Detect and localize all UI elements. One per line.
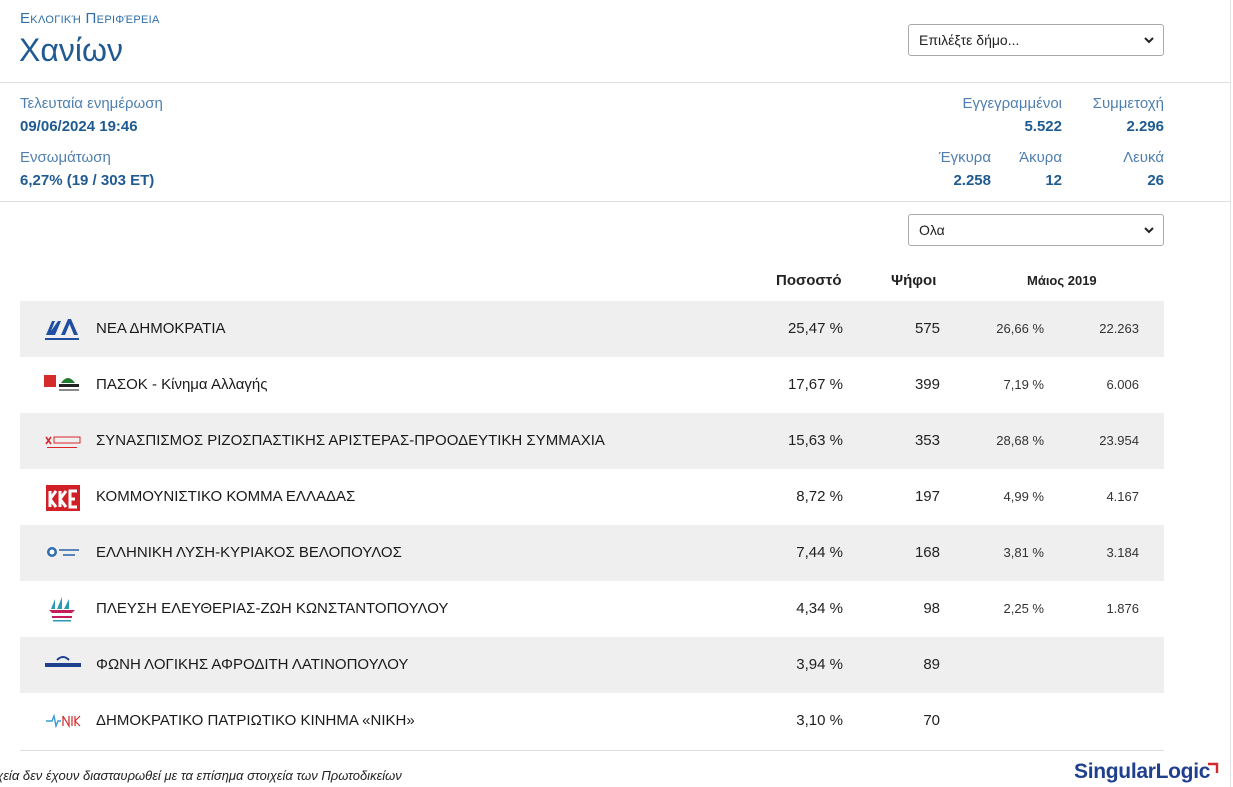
party-name: ΕΛΛΗΝΙΚΗ ΛΥΣΗ-ΚΥΡΙΑΚΟΣ ΒΕΛΟΠΟΥΛΟΣ	[96, 544, 402, 561]
party-name: ΣΥΝΑΣΠΙΣΜΟΣ ΡΙΖΟΣΠΑΣΤΙΚΗΣ ΑΡΙΣΤΕΡΑΣ-ΠΡΟΟ…	[96, 432, 605, 449]
party-percent: 3,10 %	[796, 712, 843, 729]
table-row[interactable]: ΠΛΕΥΣΗ ΕΛΕΥΘΕΡΙΑΣ-ΖΩΗ ΚΩΝΣΤΑΝΤΟΠΟΥΛΟΥ 4,…	[20, 581, 1164, 637]
party-percent-2019: 4,99 %	[1003, 489, 1044, 504]
page-right-border	[1230, 0, 1231, 787]
party-votes: 197	[914, 488, 940, 505]
party-percent-2019: 2,25 %	[1003, 601, 1044, 616]
brand-logic: Logic	[1155, 760, 1211, 783]
party-name: ΚΟΜΜΟΥΝΙΣΤΙΚΟ ΚΟΜΜΑ ΕΛΛΑΔΑΣ	[96, 488, 356, 505]
invalid-value: 12	[1045, 172, 1062, 189]
party-votes-2019: 1.876	[1106, 601, 1139, 616]
participation-value: 2.296	[1126, 118, 1164, 135]
party-percent: 17,67 %	[787, 376, 843, 393]
party-percent-2019: 7,19 %	[1003, 377, 1044, 392]
party-name: ΠΑΣΟΚ - Κίνημα Αλλαγής	[96, 376, 268, 393]
party-votes: 575	[914, 320, 940, 337]
party-percent: 4,34 %	[796, 600, 843, 617]
blank-value: 26	[1147, 172, 1164, 189]
party-percent: 15,63 %	[787, 432, 843, 449]
party-filter-select[interactable]: Ολα	[908, 214, 1164, 246]
party-name: ΦΩΝΗ ΛΟΓΙΚΗΣ ΑΦΡΟΔΙΤΗ ΛΑΤΙΝΟΠΟΥΛΟΥ	[96, 656, 409, 673]
niki-logo	[46, 713, 81, 729]
last-update-label: Τελευταία ενημέρωση	[20, 95, 163, 112]
party-votes: 98	[923, 600, 940, 617]
party-votes-2019: 22.263	[1099, 321, 1139, 336]
nd-logo	[45, 319, 79, 340]
party-name: ΠΛΕΥΣΗ ΕΛΕΥΘΕΡΙΑΣ-ΖΩΗ ΚΩΝΣΤΑΝΤΟΠΟΥΛΟΥ	[96, 600, 449, 617]
brand-singular: Singular	[1074, 760, 1156, 783]
party-votes: 70	[923, 712, 940, 729]
singularlogic-logo[interactable]: SingularLogic	[1074, 760, 1210, 784]
party-percent-2019: 26,66 %	[996, 321, 1044, 336]
party-votes-2019: 4.167	[1106, 489, 1139, 504]
table-row[interactable]: ΦΩΝΗ ΛΟΓΙΚΗΣ ΑΦΡΟΔΙΤΗ ΛΑΤΙΝΟΠΟΥΛΟΥ 3,94 …	[20, 637, 1164, 693]
pasok-logo	[44, 375, 79, 391]
party-votes: 89	[923, 656, 940, 673]
page-title: Χανίων	[19, 32, 123, 68]
kke-logo	[46, 485, 80, 511]
plefsi-logo	[49, 597, 75, 622]
table-row[interactable]: ΔΗΜΟΚΡΑΤΙΚΟ ΠΑΤΡΙΩΤΙΚΟ ΚΙΝΗΜΑ «ΝΙΚΗ» 3,1…	[20, 693, 1164, 749]
party-percent: 8,72 %	[796, 488, 843, 505]
valid-label: Έγκυρα	[938, 149, 991, 166]
stats-panel: Τελευταία ενημέρωση 09/06/2024 19:46 Ενσ…	[0, 83, 1230, 202]
registered-label: Εγγεγραμμένοι	[962, 95, 1062, 112]
brand-mark-icon	[1208, 762, 1219, 773]
party-percent: 7,44 %	[796, 544, 843, 561]
party-percent: 25,47 %	[787, 320, 843, 337]
foni-logikis-logo	[45, 656, 81, 667]
chevron-down-icon	[1144, 227, 1154, 234]
party-name: ΔΗΜΟΚΡΑΤΙΚΟ ΠΑΤΡΙΩΤΙΚΟ ΚΙΝΗΜΑ «ΝΙΚΗ»	[96, 712, 415, 729]
column-header-previous: Μάιος 2019	[1027, 273, 1097, 288]
last-update-value: 09/06/2024 19:46	[20, 118, 138, 135]
party-votes-2019: 23.954	[1099, 433, 1139, 448]
party-votes-2019: 3.184	[1106, 545, 1139, 560]
party-votes: 353	[914, 432, 940, 449]
party-votes: 399	[914, 376, 940, 393]
party-percent: 3,94 %	[796, 656, 843, 673]
table-row[interactable]: ΝΕΑ ΔΗΜΟΚΡΑΤΙΑ 25,47 % 575 26,66 % 22.26…	[20, 301, 1164, 357]
constituency-subtitle: Εκλογική Περιφέρεια	[20, 10, 160, 27]
municipality-select[interactable]: Επιλέξτε δήμο...	[908, 24, 1164, 56]
disclaimer-text: οιχεία δεν έχουν διασταυρωθεί με τα επίσ…	[0, 768, 402, 783]
party-filter-value: Ολα	[919, 222, 945, 238]
table-row[interactable]: ΕΛΛΗΝΙΚΗ ΛΥΣΗ-ΚΥΡΙΑΚΟΣ ΒΕΛΟΠΟΥΛΟΣ 7,44 %…	[20, 525, 1164, 581]
integration-label: Ενσωμάτωση	[20, 149, 111, 166]
integration-value: 6,27% (19 / 303 ΕΤ)	[20, 172, 155, 189]
table-row[interactable]: ΚΟΜΜΟΥΝΙΣΤΙΚΟ ΚΟΜΜΑ ΕΛΛΑΔΑΣ 8,72 % 197 4…	[20, 469, 1164, 525]
blank-label: Λευκά	[1123, 149, 1164, 166]
valid-value: 2.258	[953, 172, 991, 189]
column-header-votes: Ψήφοι	[891, 272, 937, 289]
registered-value: 5.522	[1024, 118, 1062, 135]
header: Εκλογική Περιφέρεια Χανίων Επιλέξτε δήμο…	[0, 0, 1230, 83]
party-votes: 168	[914, 544, 940, 561]
table-row[interactable]: ΣΥΝΑΣΠΙΣΜΟΣ ΡΙΖΟΣΠΑΣΤΙΚΗΣ ΑΡΙΣΤΕΡΑΣ-ΠΡΟΟ…	[20, 413, 1164, 469]
footer-divider	[20, 750, 1164, 751]
party-votes-2019: 6.006	[1106, 377, 1139, 392]
table-row[interactable]: ΠΑΣΟΚ - Κίνημα Αλλαγής 17,67 % 399 7,19 …	[20, 357, 1164, 413]
column-header-percent: Ποσοστό	[776, 272, 842, 289]
invalid-label: Άκυρα	[1019, 149, 1062, 166]
elliniki-lysi-logo	[47, 547, 79, 557]
party-percent-2019: 28,68 %	[996, 433, 1044, 448]
party-name: ΝΕΑ ΔΗΜΟΚΡΑΤΙΑ	[96, 320, 226, 337]
chevron-down-icon	[1144, 37, 1154, 44]
syriza-logo	[45, 436, 81, 448]
participation-label: Συμμετοχή	[1092, 95, 1164, 112]
party-percent-2019: 3,81 %	[1003, 545, 1044, 560]
municipality-select-value: Επιλέξτε δήμο...	[919, 32, 1020, 48]
